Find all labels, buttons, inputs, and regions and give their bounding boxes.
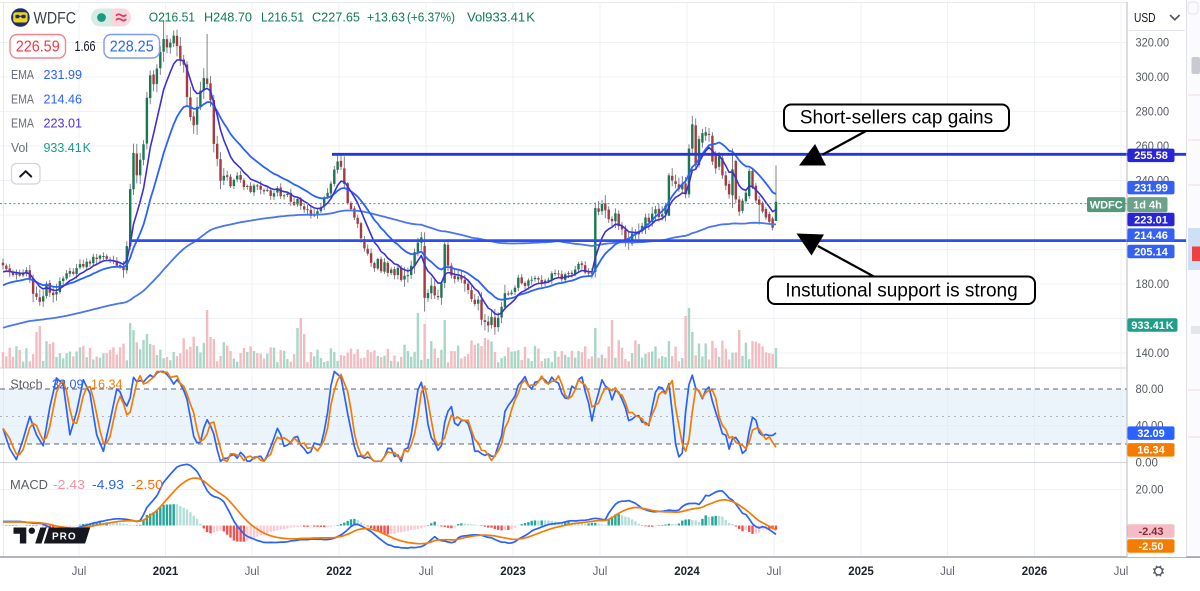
svg-text:WDFC: WDFC	[34, 9, 77, 28]
svg-text:20.00: 20.00	[1136, 485, 1164, 497]
svg-text:214.46: 214.46	[44, 92, 83, 107]
svg-text:EMA: EMA	[11, 116, 34, 131]
svg-text:(+6.37%): (+6.37%)	[407, 10, 455, 25]
svg-text:16.34: 16.34	[91, 378, 123, 392]
svg-text:Jul: Jul	[72, 566, 87, 578]
svg-text:2026: 2026	[1022, 566, 1048, 578]
svg-text:2022: 2022	[326, 566, 352, 578]
svg-text:MACD: MACD	[10, 478, 48, 492]
svg-text:255.58: 255.58	[1134, 150, 1168, 162]
svg-text:320.00: 320.00	[1136, 38, 1170, 50]
svg-text:228.25: 228.25	[110, 39, 154, 56]
svg-text:231.99: 231.99	[1134, 183, 1168, 195]
svg-text:2021: 2021	[153, 566, 179, 578]
svg-text:32.09: 32.09	[52, 378, 84, 392]
svg-text:1.66: 1.66	[75, 39, 96, 55]
svg-text:231.99: 231.99	[44, 67, 83, 82]
svg-text:PRO: PRO	[52, 531, 77, 542]
svg-text:H248.70: H248.70	[204, 10, 252, 25]
svg-text:2024: 2024	[674, 566, 700, 578]
svg-text:80.00: 80.00	[1136, 384, 1164, 396]
svg-text:Jul: Jul	[245, 566, 260, 578]
svg-text:Jul: Jul	[593, 566, 608, 578]
svg-text:300.00: 300.00	[1136, 72, 1170, 84]
svg-text:L216.51: L216.51	[261, 10, 304, 25]
svg-text:16.34: 16.34	[1137, 445, 1165, 457]
svg-text:Instutional support is strong: Instutional support is strong	[785, 281, 1017, 302]
svg-text:0.00: 0.00	[1136, 457, 1158, 469]
svg-text:1d 4h: 1d 4h	[1133, 199, 1162, 211]
svg-text:933.41 K: 933.41 K	[44, 140, 92, 155]
svg-text:2025: 2025	[848, 566, 874, 578]
svg-text:214.46: 214.46	[1134, 230, 1168, 242]
svg-text:Jul: Jul	[940, 566, 955, 578]
svg-text:180.00: 180.00	[1136, 279, 1170, 291]
svg-text:-2.43: -2.43	[1138, 526, 1163, 538]
svg-text:+13.63: +13.63	[367, 10, 405, 25]
svg-text:205.14: 205.14	[1134, 246, 1169, 258]
svg-text:WDFC: WDFC	[1090, 199, 1123, 211]
svg-text:Jul: Jul	[767, 566, 782, 578]
svg-text:140.00: 140.00	[1136, 348, 1170, 360]
svg-text:-4.93: -4.93	[92, 478, 124, 492]
svg-text:2023: 2023	[500, 566, 526, 578]
svg-text:Short-sellers cap gains: Short-sellers cap gains	[800, 108, 993, 129]
svg-text:-2.50: -2.50	[1138, 541, 1163, 553]
svg-text:-2.50: -2.50	[131, 478, 163, 492]
svg-text:32.09: 32.09	[1137, 428, 1165, 440]
svg-text:Vol: Vol	[11, 140, 28, 155]
svg-text:Jul: Jul	[419, 566, 434, 578]
svg-text:280.00: 280.00	[1136, 107, 1170, 119]
svg-text:C227.65: C227.65	[312, 10, 360, 25]
svg-text:223.01: 223.01	[1134, 214, 1168, 226]
svg-text:EMA: EMA	[11, 92, 34, 107]
svg-text:223.01: 223.01	[44, 116, 83, 131]
svg-text:933.41 K: 933.41 K	[1131, 320, 1174, 332]
svg-text:-2.43: -2.43	[53, 478, 85, 492]
svg-text:226.59: 226.59	[16, 39, 60, 56]
svg-text:Stoch: Stoch	[10, 378, 42, 392]
svg-text:EMA: EMA	[11, 67, 34, 82]
svg-text:Vol933.41 K: Vol933.41 K	[467, 10, 535, 25]
svg-text:Jul: Jul	[1114, 566, 1129, 578]
svg-text:USD: USD	[1134, 11, 1156, 25]
svg-text:O216.51: O216.51	[149, 10, 195, 25]
